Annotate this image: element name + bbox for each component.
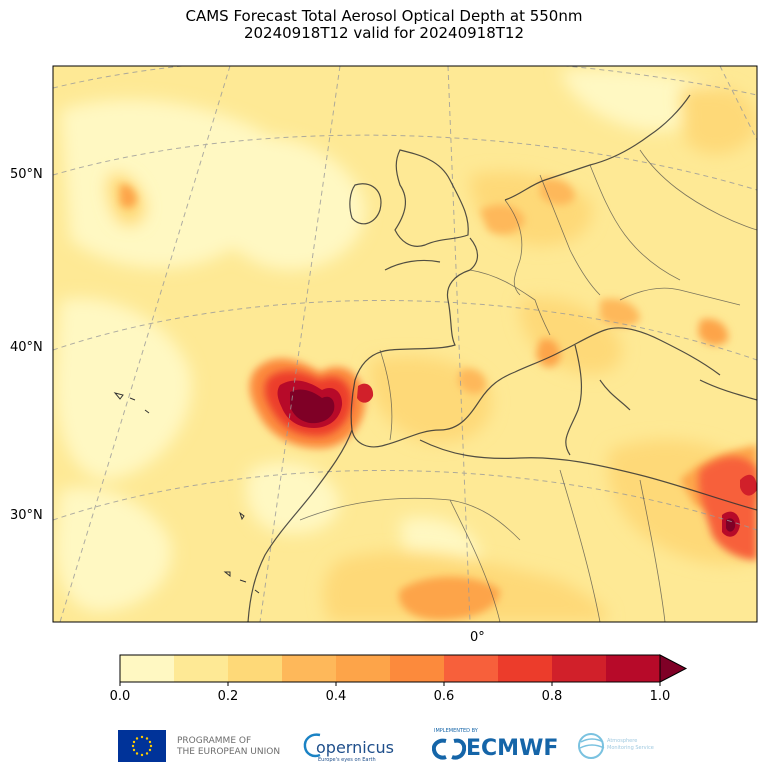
ecmwf-symbol-icon xyxy=(432,738,466,760)
eu-flag-logo xyxy=(118,730,166,762)
colorbar-tick-label: 0.4 xyxy=(325,689,347,704)
graticule xyxy=(53,66,757,622)
colorbar-segment xyxy=(120,655,175,682)
low-aod-regions xyxy=(55,68,720,612)
colorbar-segment xyxy=(444,655,499,682)
cams-text-line-1: Atmosphere xyxy=(607,738,638,744)
colorbar-outline xyxy=(119,654,661,683)
ecmwf-implemented-by: IMPLEMENTED BY xyxy=(434,728,478,734)
ecmwf-wordmark: ECMWF xyxy=(466,736,559,761)
dust-hotspot-east xyxy=(698,456,757,560)
chart-title-line-2: 20240918T12 valid for 20240918T12 xyxy=(243,24,525,42)
copernicus-tagline: Europe's eyes on Earth xyxy=(318,757,376,763)
atlantic-islands xyxy=(113,392,260,594)
eu-text-line-2: THE EUROPEAN UNION xyxy=(177,747,281,757)
colorbar-segment xyxy=(498,655,553,682)
colorbar-segment xyxy=(390,655,445,682)
lat-label-30n: 30°N xyxy=(10,508,43,523)
colorbar-tick-label: 0.2 xyxy=(217,689,239,704)
country-borders xyxy=(299,149,757,622)
colorbar-segment xyxy=(228,655,283,682)
colorbar-tick-label: 0.0 xyxy=(109,689,131,704)
colorbar-segment xyxy=(174,655,229,682)
smoke-plume-portugal xyxy=(249,358,374,449)
lat-label-40n: 40°N xyxy=(10,340,43,355)
eu-stars-icon xyxy=(131,735,153,757)
eu-text-line-1: PROGRAMME OF xyxy=(177,736,252,746)
colorbar-segment xyxy=(282,655,337,682)
colorbar-tick-label: 0.8 xyxy=(541,689,563,704)
copernicus-wordmark: opernicus xyxy=(316,738,394,757)
chart-title-line-1: CAMS Forecast Total Aerosol Optical Dept… xyxy=(185,7,583,25)
colorbar-extend-arrow xyxy=(659,654,688,683)
coastlines xyxy=(247,94,757,622)
colorbar-segment xyxy=(552,655,607,682)
colorbar-segment xyxy=(606,655,661,682)
map-frame xyxy=(52,65,758,623)
lat-label-50n: 50°N xyxy=(10,167,43,182)
colorbar-segment xyxy=(336,655,391,682)
cams-text-line-2: Monitoring Service xyxy=(607,745,654,751)
eu-programme-text: PROGRAMME OF THE EUROPEAN UNION xyxy=(177,736,280,758)
cams-globe-icon xyxy=(578,733,605,759)
cams-logo: Atmosphere Monitoring Service xyxy=(576,728,676,764)
colorbar xyxy=(119,654,688,686)
copernicus-logo: opernicus Europe's eyes on Earth xyxy=(302,730,402,764)
colorbar-tick-label: 0.6 xyxy=(433,689,455,704)
colorbar-tick-label: 1.0 xyxy=(649,689,671,704)
cams-text: Atmosphere Monitoring Service xyxy=(607,738,654,752)
copernicus-c-icon xyxy=(303,733,321,758)
lon-label-0: 0° xyxy=(470,630,485,645)
ecmwf-logo: IMPLEMENTED BY ECMWF xyxy=(432,728,562,764)
